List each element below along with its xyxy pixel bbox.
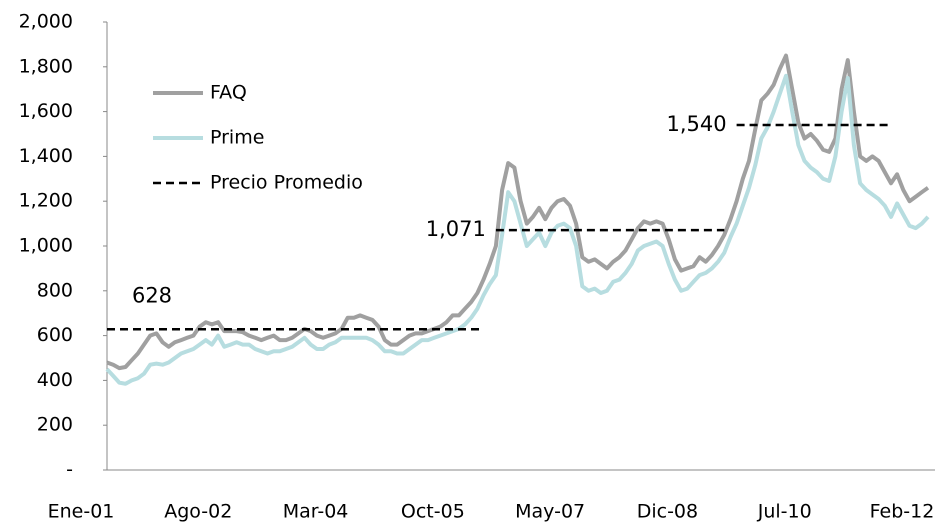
- y-tick-label: 400: [37, 369, 73, 391]
- annotation: 628: [132, 283, 172, 307]
- series-line: [105, 73, 930, 386]
- y-tick-label: 1,200: [19, 190, 73, 212]
- x-tick-label: May-07: [515, 501, 585, 523]
- x-tick-label: Dic-08: [637, 501, 698, 523]
- legend-label: Prime: [210, 127, 264, 149]
- annotation: 1,540: [667, 112, 727, 136]
- x-tick-label: Ene-01: [48, 501, 115, 523]
- x-tick-label: Oct-05: [401, 501, 465, 523]
- y-tick-label: 1,600: [19, 100, 73, 122]
- y-tick-label: 200: [37, 414, 73, 436]
- series-line: [107, 123, 891, 331]
- y-tick-label: 1,000: [19, 235, 73, 257]
- y-tick-label: 2,000: [19, 11, 73, 33]
- y-tick-label: 600: [37, 324, 73, 346]
- x-tick-label: Mar-04: [283, 501, 349, 523]
- x-tick-label: Jul-10: [757, 501, 812, 523]
- y-tick-label: -: [66, 459, 73, 481]
- y-tick-label: 800: [37, 279, 73, 301]
- x-tick-label: Ago-02: [164, 501, 232, 523]
- legend-label: Precio Promedio: [210, 172, 363, 194]
- y-tick-label: 1,800: [19, 55, 73, 77]
- series-line: [106, 53, 930, 371]
- x-tick-label: Feb-12: [870, 501, 935, 523]
- annotation: 1,071: [426, 217, 486, 241]
- legend-label: FAQ: [210, 82, 247, 104]
- y-tick-label: 1,400: [19, 145, 73, 167]
